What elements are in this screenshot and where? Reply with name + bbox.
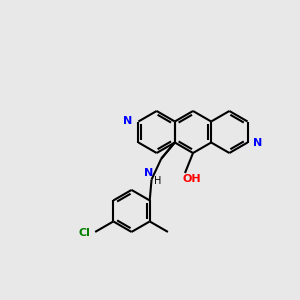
Text: N: N [253, 137, 262, 148]
Text: OH: OH [183, 174, 201, 184]
Text: H: H [154, 176, 161, 185]
Text: N: N [144, 167, 153, 178]
Text: Cl: Cl [78, 228, 90, 238]
Text: N: N [123, 116, 132, 125]
